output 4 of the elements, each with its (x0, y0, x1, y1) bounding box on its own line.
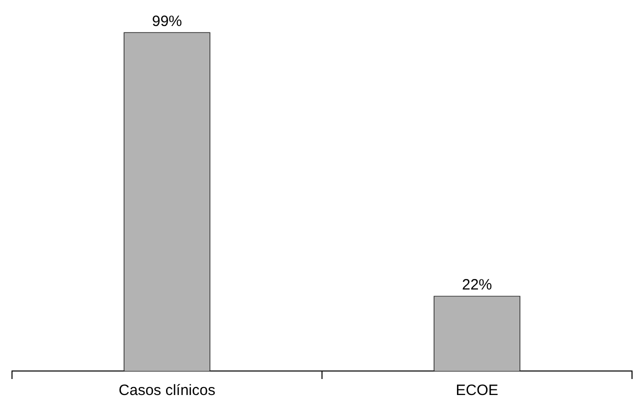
x-tick-label: Casos clínicos (118, 382, 216, 400)
data-label: 99% (152, 12, 182, 30)
data-label: 22% (462, 276, 492, 294)
x-tick-label: ECOE (456, 382, 498, 400)
